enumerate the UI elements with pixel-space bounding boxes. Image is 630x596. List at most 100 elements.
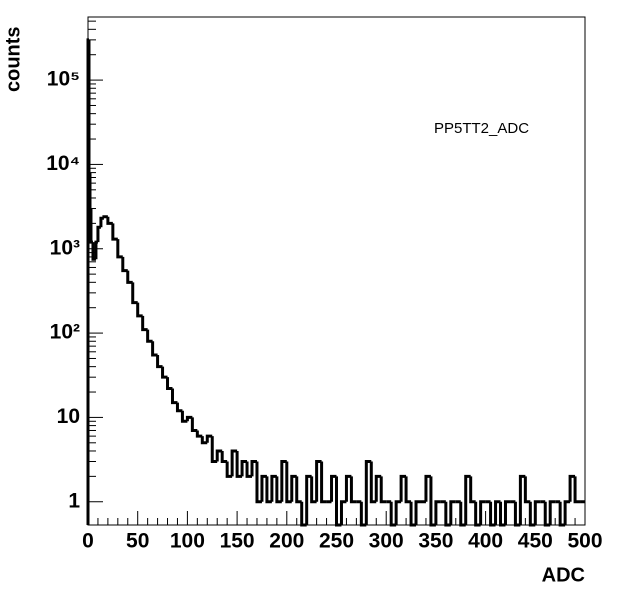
histogram-bin bbox=[533, 500, 541, 525]
histogram-bin bbox=[136, 302, 143, 318]
histogram-bin bbox=[260, 474, 267, 502]
y-tick-label: 10 bbox=[57, 405, 80, 428]
histogram-bin bbox=[215, 449, 223, 462]
histogram-bin bbox=[121, 256, 128, 273]
histogram-bin bbox=[200, 436, 208, 445]
histogram-bin bbox=[320, 461, 327, 504]
histogram-bin bbox=[344, 474, 352, 502]
histogram-bin bbox=[300, 501, 307, 527]
histogram-bin bbox=[305, 474, 312, 525]
x-tick-label: 400 bbox=[468, 530, 503, 553]
y-tick-label: 10² bbox=[50, 321, 80, 344]
x-tick-label: 200 bbox=[269, 530, 304, 553]
histogram-bin bbox=[568, 474, 576, 502]
annotation: PP5TT2_ADC bbox=[434, 120, 529, 137]
histogram-bin bbox=[166, 377, 173, 391]
y-tick-label: 10⁴ bbox=[46, 152, 80, 175]
histogram-bin bbox=[86, 38, 90, 525]
histogram-bin bbox=[394, 500, 402, 525]
histogram-bin bbox=[503, 500, 511, 525]
histogram-bin bbox=[94, 240, 98, 260]
x-tick-label: 300 bbox=[369, 530, 404, 553]
x-tick-label: 150 bbox=[220, 530, 255, 553]
histogram-bin bbox=[404, 476, 412, 504]
histogram-bin bbox=[474, 501, 481, 527]
histogram-bin bbox=[156, 354, 163, 369]
y-tick-label: 1 bbox=[68, 489, 80, 512]
histogram-bin bbox=[141, 315, 148, 332]
histogram-bin bbox=[330, 474, 337, 502]
histogram-bin bbox=[99, 216, 104, 228]
histogram-bin bbox=[195, 430, 203, 438]
histogram-bin bbox=[449, 500, 456, 525]
histogram-bin bbox=[429, 476, 436, 527]
histogram-bin bbox=[543, 501, 551, 527]
histogram-bin bbox=[290, 474, 297, 502]
histogram-bin bbox=[359, 501, 367, 527]
histogram-bin bbox=[275, 476, 282, 504]
histogram-bin bbox=[170, 388, 178, 405]
histogram-bin bbox=[464, 474, 471, 525]
x-tick-label: 450 bbox=[518, 530, 553, 553]
histogram-bin bbox=[573, 476, 581, 504]
histogram-bin bbox=[558, 501, 566, 527]
histogram-bin bbox=[369, 461, 377, 504]
histogram-bin bbox=[528, 501, 536, 527]
histogram-bin bbox=[280, 460, 287, 502]
histogram-bin bbox=[518, 474, 526, 525]
y-tick-label: 10³ bbox=[50, 236, 80, 259]
histogram-bin bbox=[210, 436, 218, 464]
histogram-bin bbox=[434, 500, 441, 525]
histogram-bin bbox=[255, 461, 262, 504]
histogram-bin bbox=[389, 501, 397, 527]
y-tick-label: 10⁵ bbox=[47, 68, 80, 91]
histogram-bin bbox=[523, 476, 531, 504]
histogram-bin bbox=[295, 476, 302, 504]
x-tick-label: 50 bbox=[126, 530, 149, 553]
histogram-bin bbox=[87, 39, 91, 175]
x-tick-label: 250 bbox=[319, 530, 354, 553]
histogram-bin bbox=[494, 500, 501, 525]
histogram-bin bbox=[499, 501, 506, 527]
histogram-bin bbox=[265, 476, 272, 504]
histogram-bin bbox=[190, 417, 198, 432]
histogram-bin bbox=[349, 476, 357, 504]
histogram-bin bbox=[180, 410, 188, 423]
histogram-bin bbox=[469, 476, 476, 504]
x-tick-label: 500 bbox=[567, 530, 602, 553]
histogram-bin bbox=[409, 501, 417, 527]
histogram-bin bbox=[175, 402, 183, 413]
histogram-bin bbox=[414, 500, 421, 525]
histogram-bin bbox=[151, 341, 158, 357]
y-axis-label: counts bbox=[2, 26, 24, 92]
histogram-bin bbox=[88, 172, 92, 211]
histogram-bin bbox=[459, 501, 466, 527]
histogram-bin bbox=[399, 474, 407, 502]
histogram-bin bbox=[444, 501, 451, 527]
histogram-bin bbox=[250, 460, 257, 477]
histogram-bin bbox=[235, 450, 243, 478]
histogram-bin bbox=[205, 434, 213, 443]
histogram-bin bbox=[225, 461, 233, 478]
histogram-bin bbox=[364, 460, 372, 525]
histogram-bin bbox=[185, 415, 193, 422]
histogram-bin bbox=[513, 501, 521, 527]
histogram-bin bbox=[106, 216, 113, 225]
histogram-bin bbox=[335, 476, 342, 527]
histogram-bin bbox=[548, 500, 556, 525]
histogram-bin bbox=[424, 474, 431, 502]
histogram-bin bbox=[270, 474, 277, 502]
histogram-bin bbox=[116, 239, 123, 259]
histogram-bin bbox=[111, 223, 118, 241]
histogram-bin bbox=[146, 329, 153, 343]
histogram-bin bbox=[379, 476, 387, 504]
histogram-bin bbox=[240, 460, 248, 477]
histogram-bin bbox=[374, 474, 382, 502]
histogram-bin bbox=[310, 476, 317, 504]
histogram-bin bbox=[131, 282, 138, 305]
histogram-bin bbox=[479, 500, 486, 525]
histogram-bin bbox=[126, 270, 133, 284]
histogram-bin bbox=[339, 500, 347, 525]
x-tick-label: 100 bbox=[170, 530, 205, 553]
